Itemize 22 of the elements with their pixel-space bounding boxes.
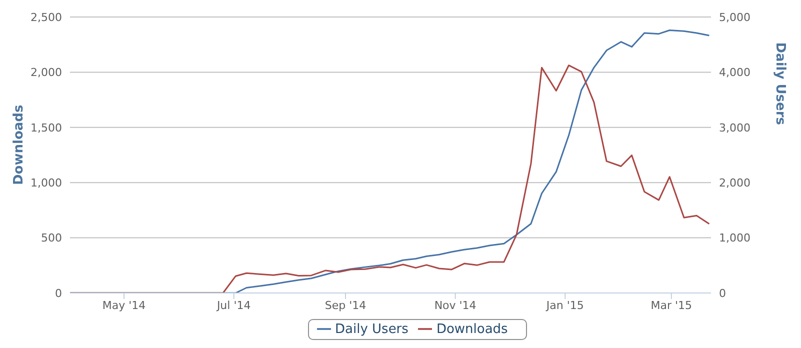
y-tick-label: 2,000: [30, 66, 62, 80]
y-tick-label: 1,000: [30, 176, 62, 190]
y-axis-title: Downloads: [12, 104, 27, 185]
y2-axis-title: Daily Users: [772, 42, 788, 126]
x-tick-label: Jul '14: [216, 298, 251, 312]
y2-tick-label: 4,000: [719, 66, 750, 80]
y-tick-label: 2,500: [30, 10, 62, 24]
legend-label: Daily Users: [335, 322, 408, 337]
y-tick-label: 1,500: [30, 121, 62, 134]
y2-tick-label: 3,000: [719, 121, 750, 134]
x-tick-label: Nov '14: [434, 298, 476, 312]
x-tick-label: Sep '14: [324, 298, 366, 312]
y-tick-label: 500: [41, 232, 62, 245]
y2-tick-label: 5,000: [719, 10, 750, 24]
y2-tick-label: 1,000: [719, 232, 750, 245]
y2-tick-label: 0: [719, 286, 726, 300]
x-tick-label: Jan '15: [545, 298, 584, 312]
x-tick-label: Mar '15: [650, 298, 692, 312]
legend-label: Downloads: [436, 322, 508, 337]
y2-tick-label: 2,000: [719, 176, 750, 190]
y-tick-label: 0: [55, 286, 62, 300]
x-tick-label: May '14: [102, 298, 146, 312]
